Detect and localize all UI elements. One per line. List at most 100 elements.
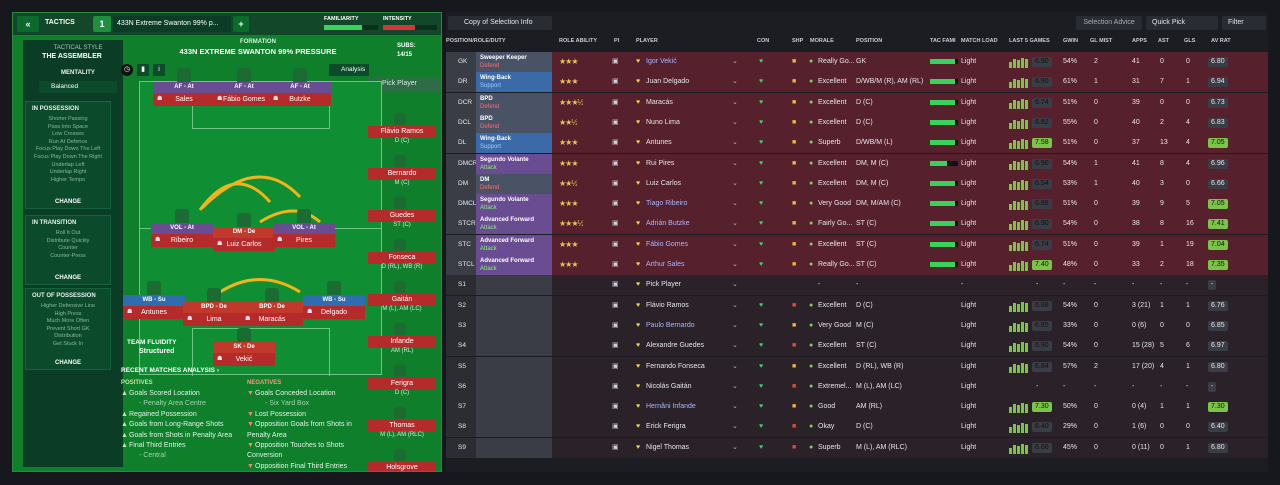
- column-header[interactable]: ROLE ABILITY: [559, 38, 597, 44]
- pitch-player[interactable]: AF - AtButzke: [269, 68, 331, 110]
- substitute[interactable]: Thomas M (L), AM (RLC): [368, 407, 438, 443]
- column-header[interactable]: LAST 5 GAMES: [1009, 38, 1050, 44]
- player-name[interactable]: Erick Ferigra: [646, 423, 686, 431]
- substitute[interactable]: Infande AM (RL): [368, 323, 438, 359]
- pi-icon[interactable]: ▣: [612, 443, 619, 451]
- pi-icon[interactable]: ▣: [612, 261, 619, 268]
- player-name[interactable]: Nicolás Gaitán: [646, 382, 692, 390]
- column-header[interactable]: GL MIST: [1090, 38, 1113, 44]
- player-name[interactable]: Alexandre Guedes: [646, 342, 704, 350]
- player-name[interactable]: Adrián Butzke: [646, 220, 690, 228]
- column-header[interactable]: MORALE: [810, 38, 834, 44]
- table-row[interactable]: DM DM Defend ★★½ ▣ ♥ Luiz Carlos ⌄ ♥ ■ ● Excellent D…: [446, 173, 1268, 194]
- pitch-player[interactable]: BPD - DeLima: [183, 288, 245, 330]
- pi-icon[interactable]: ▣: [612, 98, 619, 106]
- table-row[interactable]: DCR BPD Defend ★★★½ ▣ ♥ Maracás ⌄ ♥ ■ ● Excellent D …: [446, 92, 1268, 113]
- out-of-possession-section[interactable]: OUT OF POSSESSION Higher Defensive Line H…: [25, 288, 111, 370]
- substitute[interactable]: Flávio Ramos D (C): [368, 113, 438, 149]
- pi-icon[interactable]: ▣: [612, 423, 619, 431]
- table-row[interactable]: S7 ▣ ♥ Hernâni Infande ⌄ ♥ ■ ● Good AM (RL) Light 7…: [446, 397, 1268, 418]
- in-possession-change-button[interactable]: CHANGE: [54, 199, 81, 205]
- view-dropdown[interactable]: Copy of Selection Info: [448, 16, 552, 30]
- out-of-possession-change-button[interactable]: CHANGE: [54, 360, 81, 366]
- role-duty-dropdown[interactable]: Segundo Volante Attack: [476, 153, 552, 174]
- table-row[interactable]: S1 ▣ ♥ Pick Player ⌄ - - - - - - - - - -: [446, 275, 1268, 296]
- analysis-button[interactable]: Analysis: [329, 64, 369, 76]
- pitch-player[interactable]: AF - AtFábio Gomes: [213, 68, 275, 110]
- player-name[interactable]: Nuno Lima: [646, 118, 680, 126]
- pitch-player[interactable]: WB - SuDelgado: [303, 281, 365, 323]
- pi-icon[interactable]: ▣: [612, 58, 619, 65]
- player-name[interactable]: Maracás: [646, 98, 673, 106]
- pi-icon[interactable]: ▣: [612, 78, 619, 86]
- pi-icon[interactable]: ▣: [612, 301, 619, 309]
- table-row[interactable]: STCL Advanced Forward Attack ★★★ ▣ ♥ Arthur Sa…: [446, 255, 1268, 275]
- table-row[interactable]: S5 ▣ ♥ Fernando Fonseca ⌄ ♥ ■ ● Excellent D (RL),…: [446, 356, 1268, 377]
- chevron-down-icon[interactable]: ⌄: [732, 382, 738, 390]
- pitch-player[interactable]: VOL - AtPires: [273, 209, 335, 251]
- chevron-down-icon[interactable]: ⌄: [732, 301, 738, 309]
- pitch-player[interactable]: SK - DeVekić: [213, 328, 275, 370]
- pi-icon[interactable]: ▣: [612, 118, 619, 126]
- chevron-down-icon[interactable]: ⌄: [732, 423, 738, 431]
- player-name[interactable]: Pick Player: [646, 281, 682, 289]
- role-duty-dropdown[interactable]: Advanced Forward Attack: [476, 255, 552, 275]
- pitch-player[interactable]: BPD - DeMaracás: [241, 288, 303, 330]
- column-header[interactable]: GWIN: [1063, 38, 1078, 44]
- player-name[interactable]: Luiz Carlos: [646, 179, 682, 187]
- substitute[interactable]: Fonseca D (RL), WB (R): [368, 239, 438, 275]
- pick-player-dropdown[interactable]: Pick Player: [368, 77, 440, 91]
- table-row[interactable]: DMCL Segundo Volante Attack ★★★ ▣ ♥ Tiago Ribe…: [446, 194, 1268, 215]
- info-icon[interactable]: i: [153, 64, 165, 76]
- table-row[interactable]: S9 ▣ ♥ Nigel Thomas ⌄ ♥ ■ ● Superb M (L), AM (RLC…: [446, 437, 1268, 458]
- column-header[interactable]: POSITION/ROLE/DUTY: [446, 38, 506, 44]
- player-name[interactable]: Rui Pires: [646, 159, 675, 167]
- player-name[interactable]: Igor Vekić: [646, 58, 677, 65]
- pitch-player[interactable]: VOL - AtRibeiro: [151, 209, 213, 251]
- selection-advice-button[interactable]: Selection Advice: [1076, 16, 1142, 30]
- player-name[interactable]: Antunes: [646, 139, 672, 147]
- chevron-down-icon[interactable]: ⌄: [732, 281, 738, 289]
- pitch-player[interactable]: AF - AtSales: [153, 68, 215, 110]
- add-tactic-button[interactable]: +: [233, 16, 249, 32]
- tactic-slot-number[interactable]: 1: [93, 16, 111, 32]
- quick-pick-button[interactable]: Quick Pick: [1146, 16, 1218, 30]
- chevron-down-icon[interactable]: ⌄: [732, 443, 738, 451]
- pi-icon[interactable]: ▣: [612, 240, 619, 248]
- player-name[interactable]: Hernâni Infande: [646, 403, 696, 411]
- chevron-down-icon[interactable]: ⌄: [732, 139, 738, 147]
- recent-matches-title[interactable]: RECENT MATCHES ANALYSIS ›: [121, 367, 219, 374]
- pi-icon[interactable]: ▣: [612, 281, 619, 289]
- table-row[interactable]: DL Wing-Back Support ★★★ ▣ ♥ Antunes ⌄ ♥ ■ ● Superb…: [446, 133, 1268, 154]
- player-name[interactable]: Fábio Gomes: [646, 240, 689, 248]
- player-name[interactable]: Arthur Sales: [646, 261, 685, 268]
- table-row[interactable]: S8 ▣ ♥ Erick Ferigra ⌄ ♥ ■ ● Okay D (C) Light 6.40 2…: [446, 417, 1268, 438]
- back-button[interactable]: «: [17, 16, 39, 32]
- chevron-down-icon[interactable]: ⌄: [732, 179, 738, 187]
- chevron-down-icon[interactable]: ⌄: [732, 261, 738, 268]
- chevron-down-icon[interactable]: ⌄: [732, 200, 738, 208]
- column-header[interactable]: AV RAT: [1211, 38, 1231, 44]
- column-header[interactable]: TAC FAMI: [930, 38, 956, 44]
- column-header[interactable]: APPS: [1132, 38, 1147, 44]
- substitute[interactable]: Gaitán M (L), AM (LC): [368, 281, 438, 317]
- formation-name[interactable]: 433N EXTREME SWANTON 99% PRESSURE: [179, 47, 337, 56]
- chevron-down-icon[interactable]: ⌄: [732, 403, 738, 411]
- pi-icon[interactable]: ▣: [612, 179, 619, 187]
- role-duty-dropdown[interactable]: Wing-Back Support: [476, 133, 552, 154]
- pi-icon[interactable]: ▣: [612, 139, 619, 147]
- role-duty-dropdown[interactable]: BPD Defend: [476, 92, 552, 113]
- tactical-style-value[interactable]: THE ASSEMBLER: [42, 53, 102, 60]
- pi-icon[interactable]: ▣: [612, 321, 619, 329]
- table-row[interactable]: S4 ▣ ♥ Alexandre Guedes ⌄ ♥ ■ ● Excellent ST (C) L…: [446, 336, 1268, 357]
- table-row[interactable]: STC Advanced Forward Attack ★★★ ▣ ♥ Fábio Gome…: [446, 234, 1268, 255]
- chevron-down-icon[interactable]: ⌄: [732, 362, 738, 370]
- table-row[interactable]: DR Wing-Back Support ★★★ ▣ ♥ Juan Delgado ⌄ ♥ ■ ● E…: [446, 72, 1268, 93]
- player-name[interactable]: Tiago Ribeiro: [646, 200, 688, 208]
- role-duty-dropdown[interactable]: BPD Defend: [476, 112, 552, 133]
- table-row[interactable]: STCR Advanced Forward Attack ★★★½ ▣ ♥ Adrián B…: [446, 214, 1268, 235]
- mentality-dropdown[interactable]: Balanced: [39, 81, 117, 93]
- player-name[interactable]: Fernando Fonseca: [646, 362, 705, 370]
- column-header[interactable]: POSITION: [856, 38, 883, 44]
- pi-icon[interactable]: ▣: [612, 382, 619, 390]
